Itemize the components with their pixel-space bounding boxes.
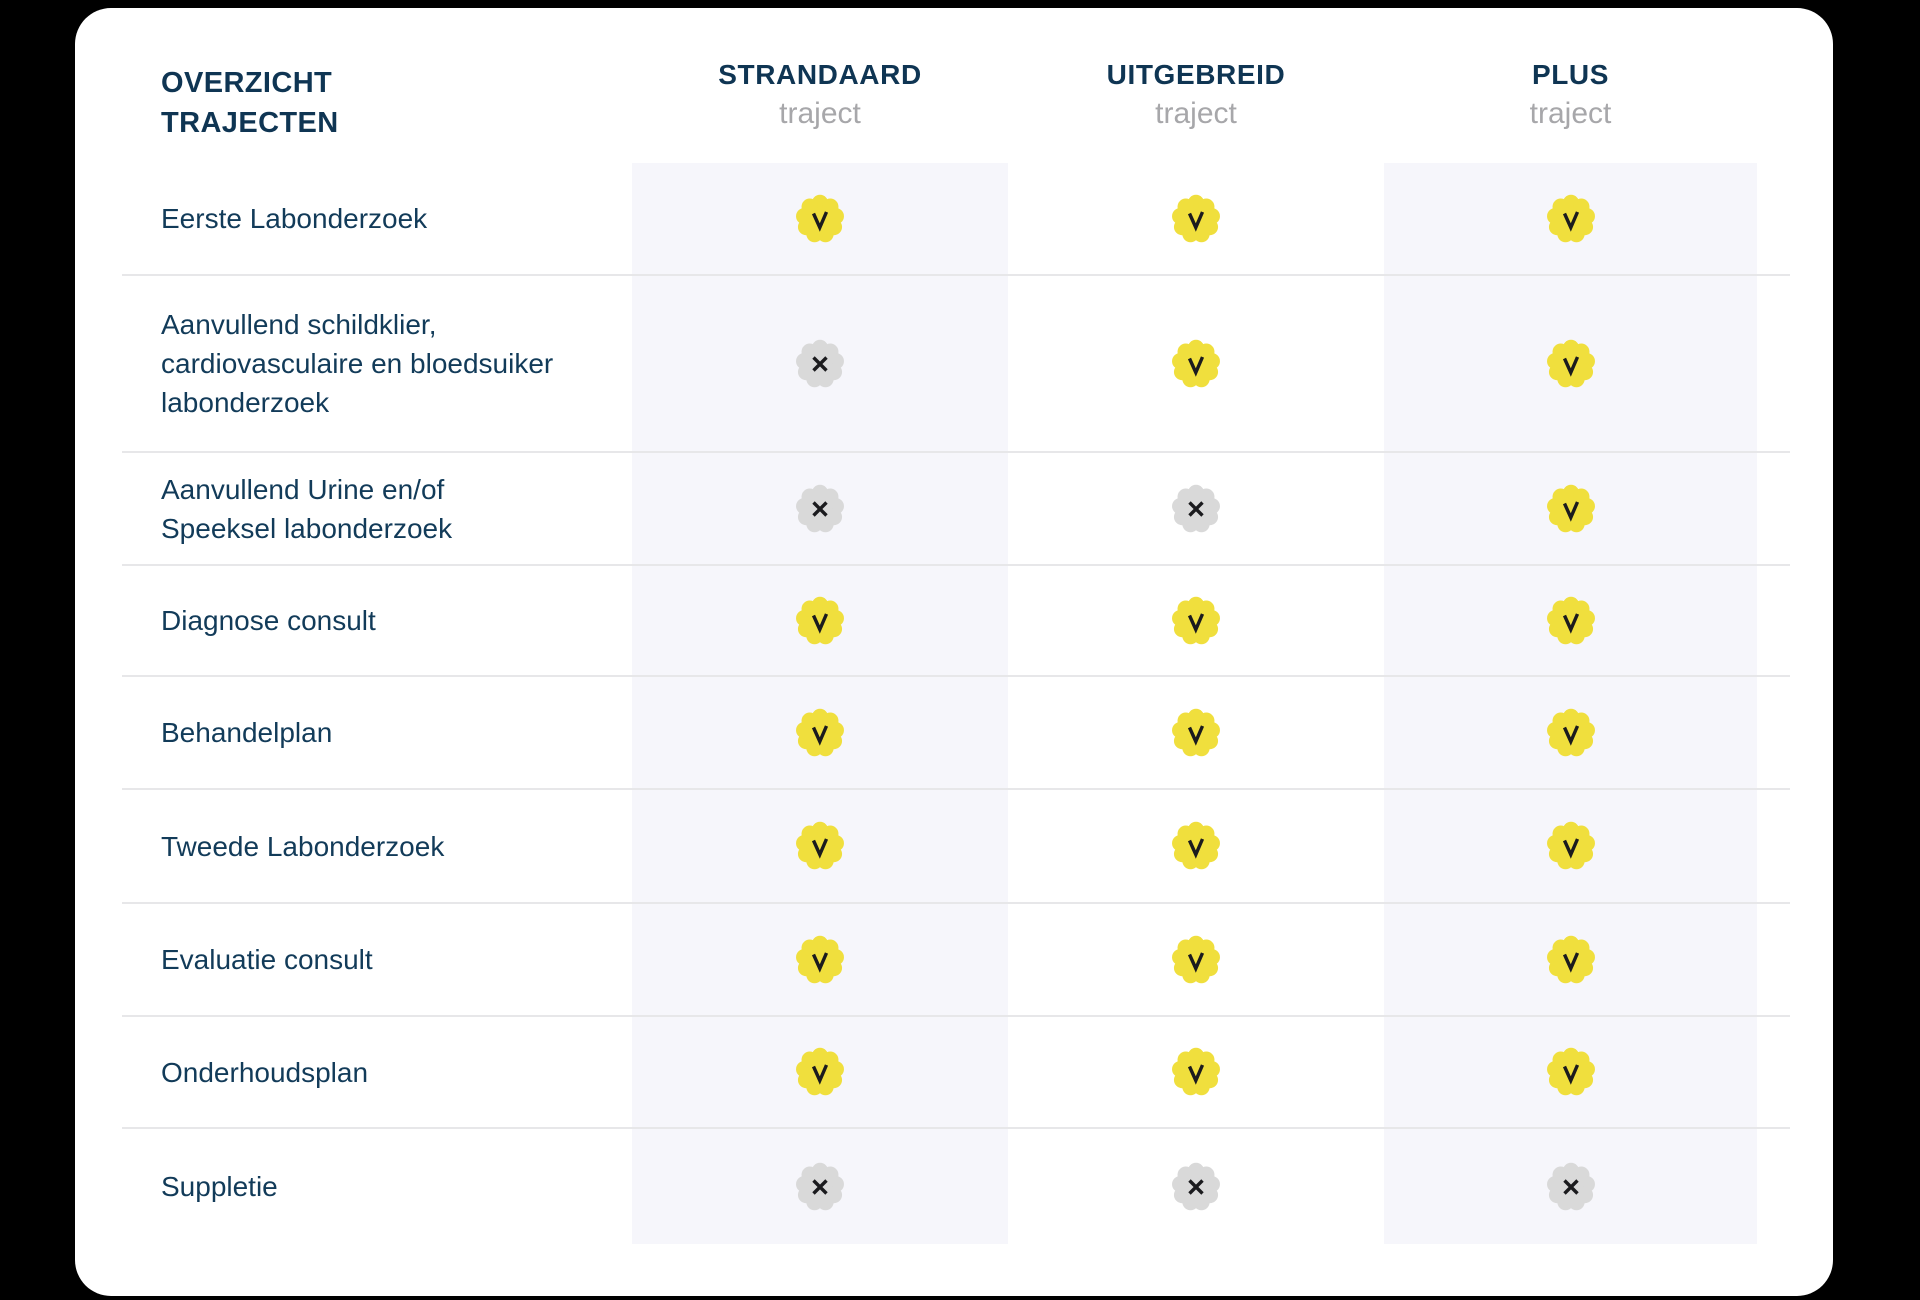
row-label: Diagnose consult [122,566,632,677]
cell-plus-badge [1384,904,1757,1017]
plan-name-plus: PLUS [1531,59,1610,90]
check-badge-icon [1172,1047,1220,1096]
table-title-line2: TRAJECTEN [161,107,339,139]
row-label-text: Behandelplan [161,717,333,748]
cell-standaard-badge [632,904,1008,1017]
row-label: Suppletie [122,1129,632,1244]
table-title: OVERZICHT TRAJECTEN [122,8,632,163]
row-label-text: Diagnose consult [161,605,376,636]
plan-sub-standaard: traject [779,97,861,130]
check-badge-icon [1172,194,1220,242]
cell-standaard-badge [632,790,1008,904]
cell-standaard-badge [632,677,1008,790]
cross-badge-icon [1172,1162,1220,1210]
check-badge-icon [1546,935,1595,983]
cross-badge-icon [796,1162,844,1210]
cell-plus-badge [1384,677,1757,790]
cell-uitgebreid-badge [1008,566,1384,677]
cell-standaard-badge [632,276,1008,453]
row-spacer [1757,1017,1790,1129]
row-label: Onderhoudsplan [122,1017,632,1129]
cross-badge-icon [1172,484,1220,532]
row-spacer [1757,1129,1790,1244]
cross-badge-icon [796,339,844,387]
row-label-text: Onderhoudsplan [161,1056,369,1088]
cell-uitgebreid-badge [1008,453,1384,566]
check-badge-icon [1546,596,1595,644]
row-label: Eerste Labonderzoek [122,163,632,276]
row-spacer [1757,790,1790,904]
cell-plus-badge [1384,1017,1757,1129]
row-label: Behandelplan [122,677,632,790]
check-badge-icon [1546,708,1595,756]
check-badge-icon [796,708,844,756]
row-label: Aanvullend Urine en/of Speeksel labonder… [122,453,632,566]
row-label-text: Suppletie [161,1171,278,1202]
cell-plus-badge [1384,163,1757,276]
cell-uitgebreid-badge [1008,790,1384,904]
cell-uitgebreid-badge [1008,904,1384,1017]
cell-uitgebreid-badge [1008,1017,1384,1129]
row-label-text: Eerste Labonderzoek [161,203,428,234]
header-spacer [1757,8,1790,163]
check-badge-icon [1172,596,1220,644]
check-badge-icon [1546,821,1595,870]
cell-plus-badge [1384,276,1757,453]
check-badge-icon [1172,708,1220,756]
column-header-plus: PLUS traject [1384,8,1757,163]
plan-sub-uitgebreid: traject [1155,97,1237,130]
row-label-text: Aanvullend Urine en/of Speeksel labonder… [161,473,453,544]
plan-name-standaard: STRANDAARD [718,59,922,90]
check-badge-icon [1546,1047,1595,1096]
row-label-text: Tweede Labonderzoek [161,830,445,862]
cell-uitgebreid-badge [1008,677,1384,790]
check-badge-icon [796,596,844,644]
check-badge-icon [1546,484,1595,532]
plan-name-uitgebreid: UITGEBREID [1106,59,1286,90]
comparison-table-card: OVERZICHT TRAJECTEN STRANDAARD traject U… [75,8,1833,1296]
check-badge-icon [796,194,844,242]
check-badge-icon [1546,339,1595,387]
row-label-text: Aanvullend schildklier, cardiovasculaire… [161,309,554,418]
comparison-table: OVERZICHT TRAJECTEN STRANDAARD traject U… [122,8,1790,1244]
cell-standaard-badge [632,566,1008,677]
row-label: Aanvullend schildklier, cardiovasculaire… [122,276,632,453]
plan-sub-plus: traject [1529,97,1612,130]
cross-badge-icon [1546,1162,1595,1210]
check-badge-icon [796,821,844,870]
check-badge-icon [1172,821,1220,870]
cell-plus-badge [1384,566,1757,677]
check-badge-icon [796,1047,844,1096]
row-spacer [1757,163,1790,276]
row-spacer [1757,566,1790,677]
row-label: Evaluatie consult [122,904,632,1017]
cross-badge-icon [796,484,844,532]
column-header-uitgebreid: UITGEBREID traject [1008,8,1384,163]
row-label: Tweede Labonderzoek [122,790,632,904]
cell-uitgebreid-badge [1008,163,1384,276]
column-header-standaard: STRANDAARD traject [632,8,1008,163]
cell-plus-badge [1384,1129,1757,1244]
cell-plus-badge [1384,453,1757,566]
row-spacer [1757,453,1790,566]
table-title-line1: OVERZICHT [161,67,333,99]
check-badge-icon [1172,339,1220,387]
check-badge-icon [796,935,844,983]
cell-standaard-badge [632,163,1008,276]
row-spacer [1757,904,1790,1017]
check-badge-icon [1172,935,1220,983]
cell-standaard-badge [632,1017,1008,1129]
cell-standaard-badge [632,1129,1008,1244]
cell-uitgebreid-badge [1008,1129,1384,1244]
cell-plus-badge [1384,790,1757,904]
cell-uitgebreid-badge [1008,276,1384,453]
row-spacer [1757,276,1790,453]
row-label-text: Evaluatie consult [161,944,373,975]
row-spacer [1757,677,1790,790]
cell-standaard-badge [632,453,1008,566]
check-badge-icon [1546,194,1595,242]
